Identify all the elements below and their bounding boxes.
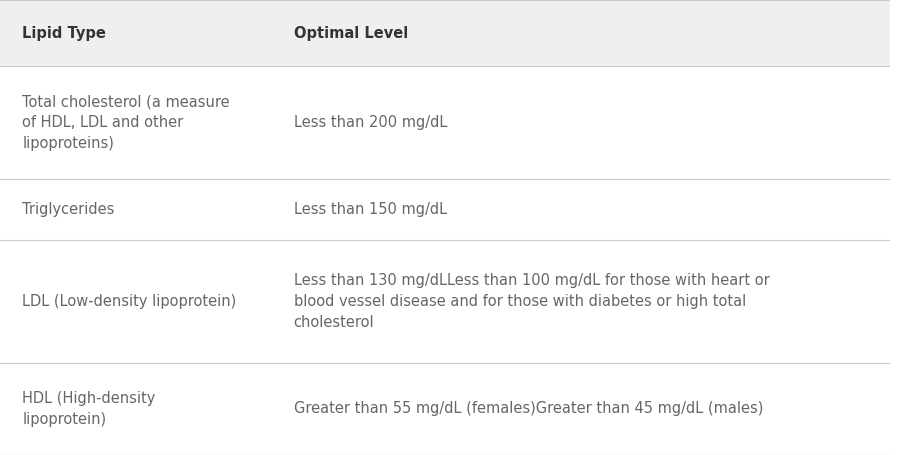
Text: Greater than 55 mg/dL (females)Greater than 45 mg/dL (males): Greater than 55 mg/dL (females)Greater t… <box>294 401 763 416</box>
Text: Triglycerides: Triglycerides <box>22 202 115 217</box>
Bar <box>0 66 890 179</box>
Text: LDL (Low-density lipoprotein): LDL (Low-density lipoprotein) <box>22 294 236 309</box>
Text: HDL (High-density
lipoprotein): HDL (High-density lipoprotein) <box>22 391 156 427</box>
Text: Less than 200 mg/dL: Less than 200 mg/dL <box>294 115 447 130</box>
Text: Less than 150 mg/dL: Less than 150 mg/dL <box>294 202 447 217</box>
Text: Less than 130 mg/dLLess than 100 mg/dL for those with heart or
blood vessel dise: Less than 130 mg/dLLess than 100 mg/dL f… <box>294 273 770 330</box>
Bar <box>0 363 890 455</box>
Text: Lipid Type: Lipid Type <box>22 26 106 41</box>
Bar <box>0 240 890 363</box>
Text: Optimal Level: Optimal Level <box>294 26 408 41</box>
Bar <box>0 0 890 66</box>
Text: Total cholesterol (a measure
of HDL, LDL and other
lipoproteins): Total cholesterol (a measure of HDL, LDL… <box>22 94 230 151</box>
Bar <box>0 179 890 240</box>
